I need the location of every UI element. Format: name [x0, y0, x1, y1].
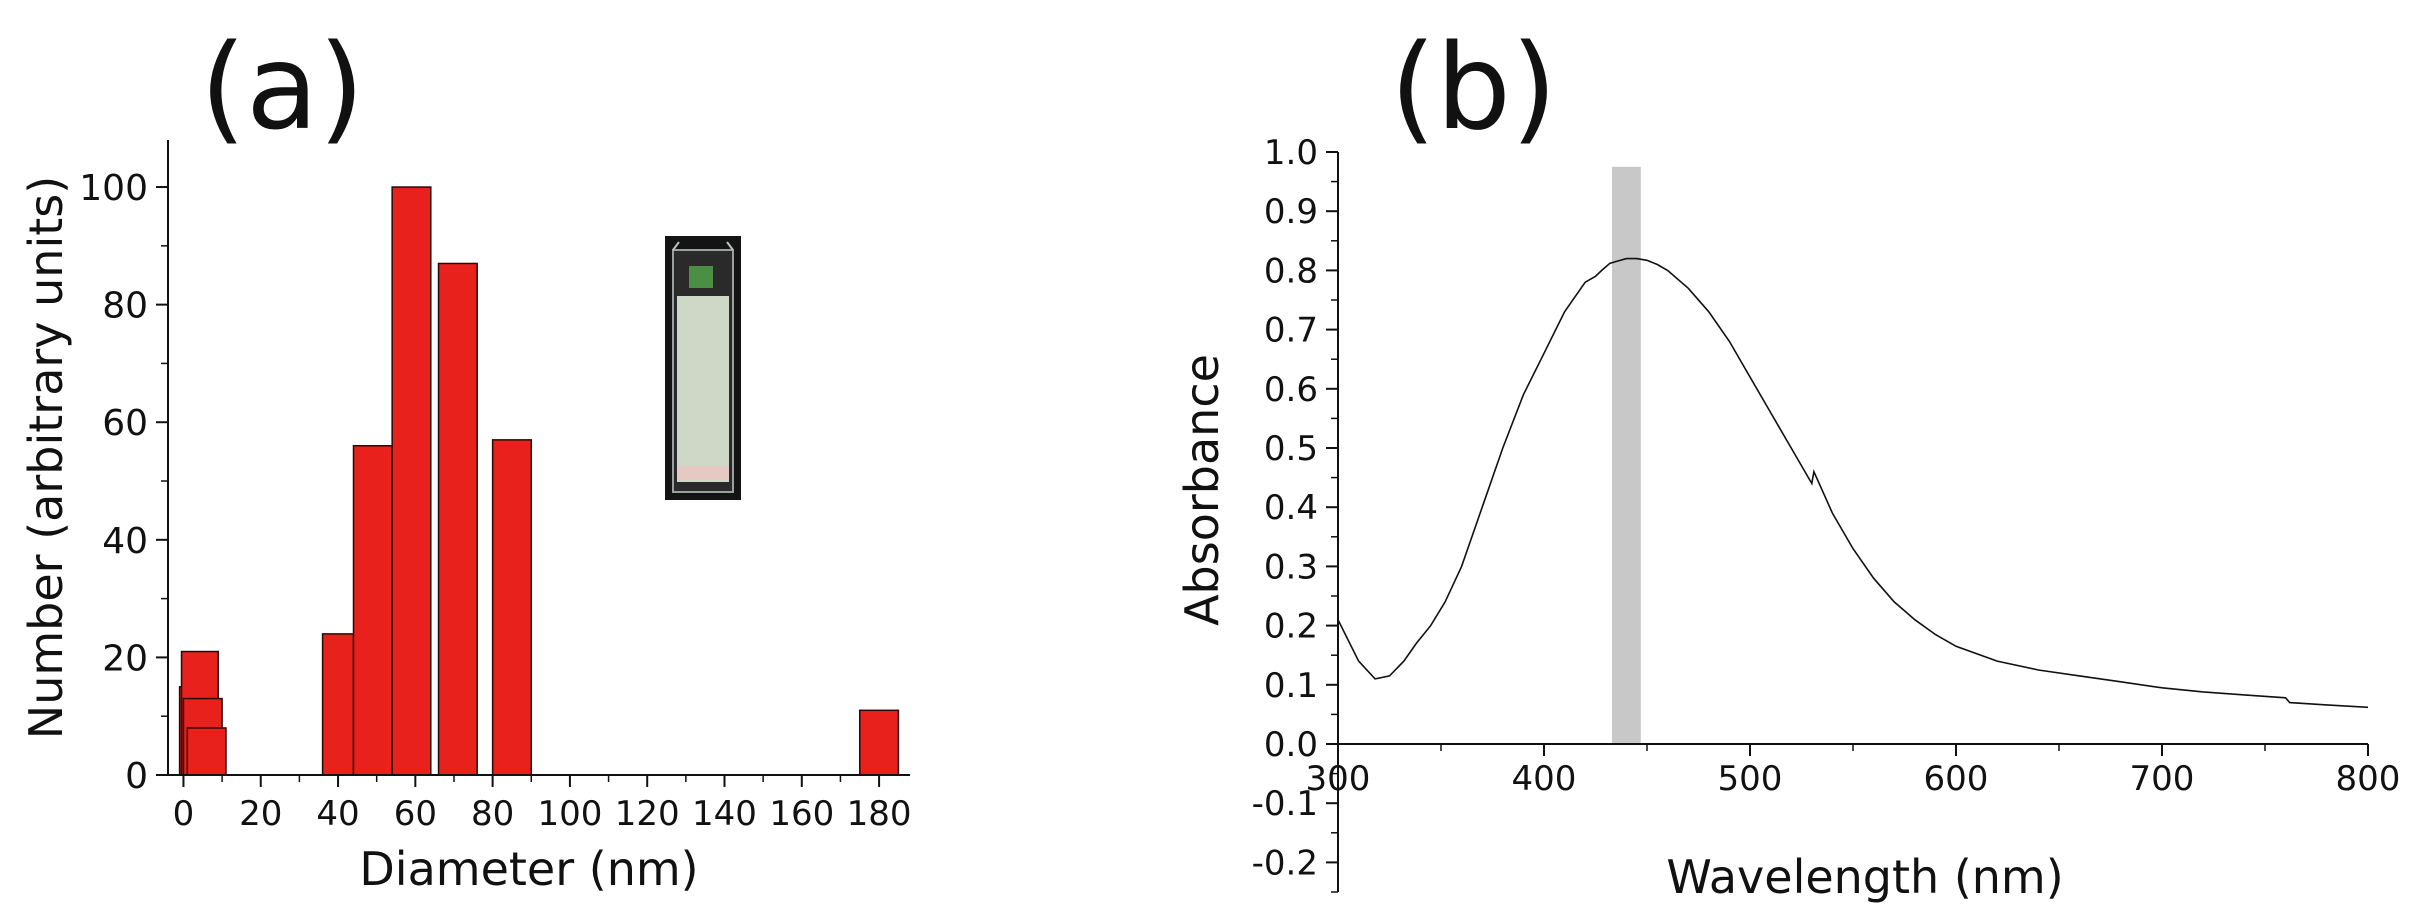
- x-tick-label: 20: [239, 794, 282, 834]
- histogram-bar: [321, 633, 355, 776]
- x-tick-label: 80: [471, 794, 514, 834]
- panel-label-a: (a): [200, 18, 365, 156]
- histogram-bar: [391, 186, 432, 776]
- histogram-bar: [859, 709, 900, 776]
- x-tick-label: 100: [537, 794, 602, 834]
- x-axis-label: Diameter (nm): [359, 842, 698, 896]
- y-tick-label: 80: [102, 286, 148, 327]
- cuvette-inset-image: [665, 236, 741, 500]
- x-tick-label: 160: [769, 794, 834, 834]
- histogram-bar: [437, 262, 478, 776]
- y-axis-label: Number (arbitrary units): [19, 176, 73, 739]
- y-tick-label: 40: [102, 521, 148, 562]
- x-tick-label: 40: [316, 794, 359, 834]
- y-tick-label: 20: [102, 638, 148, 679]
- x-tick-label: 140: [692, 794, 757, 834]
- histogram-bar: [186, 727, 227, 776]
- y-tick-label: 60: [102, 403, 148, 444]
- y-tick-label: 0: [125, 756, 148, 797]
- histogram-bar: [491, 439, 533, 776]
- y-tick-label: 100: [79, 168, 148, 209]
- x-tick-label: 60: [394, 794, 437, 834]
- panel-label-b: (b): [1390, 18, 1557, 156]
- x-tick-label: 120: [615, 794, 680, 834]
- x-tick-label: 180: [847, 794, 912, 834]
- x-tick-label: 0: [173, 794, 195, 834]
- histogram-bar: [352, 444, 393, 776]
